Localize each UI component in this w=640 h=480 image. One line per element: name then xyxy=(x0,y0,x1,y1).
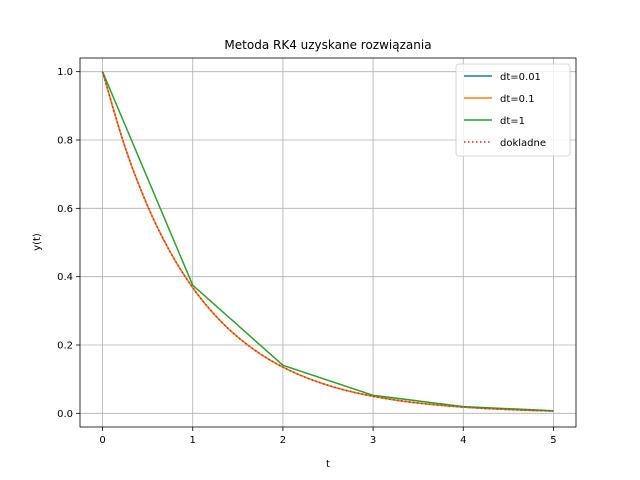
axis-ticks: 0 1 2 3 4 5 0.0 0.2 0.4 0.6 0.8 1.0 xyxy=(57,67,557,446)
legend-label-dt-0-01: dt=0.01 xyxy=(500,72,541,83)
x-tick-label-0: 0 xyxy=(99,435,105,446)
y-tick-label-4: 0.8 xyxy=(57,136,73,147)
y-tick-label-0: 0.0 xyxy=(57,409,73,420)
y-tick-label-2: 0.4 xyxy=(57,272,73,283)
x-tick-label-5: 5 xyxy=(550,435,556,446)
x-tick-label-3: 3 xyxy=(370,435,376,446)
series-line-dt-1 xyxy=(101,71,554,412)
y-tick-label-1: 0.2 xyxy=(57,341,73,352)
axes-frame xyxy=(79,57,577,428)
legend-frame xyxy=(455,63,571,157)
x-axis-label: t xyxy=(326,459,330,470)
x-tick-label-4: 4 xyxy=(460,435,466,446)
x-tick-label-1: 1 xyxy=(190,435,196,446)
y-axis-label: y(t) xyxy=(32,233,43,251)
x-tick-label-2: 2 xyxy=(280,435,286,446)
chart-title: Metoda RK4 uzyskane rozwiązania xyxy=(224,38,431,52)
legend: dt=0.01 dt=0.1 dt=1 dokladne xyxy=(455,63,571,157)
legend-label-dokladne: dokladne xyxy=(500,138,546,149)
legend-label-dt-0-1: dt=0.1 xyxy=(500,94,535,105)
series-line-dokladne xyxy=(101,71,554,412)
series-lines xyxy=(101,71,554,412)
y-tick-label-5: 1.0 xyxy=(57,67,73,78)
y-tick-label-3: 0.6 xyxy=(57,204,73,215)
legend-label-dt-1: dt=1 xyxy=(500,116,525,127)
